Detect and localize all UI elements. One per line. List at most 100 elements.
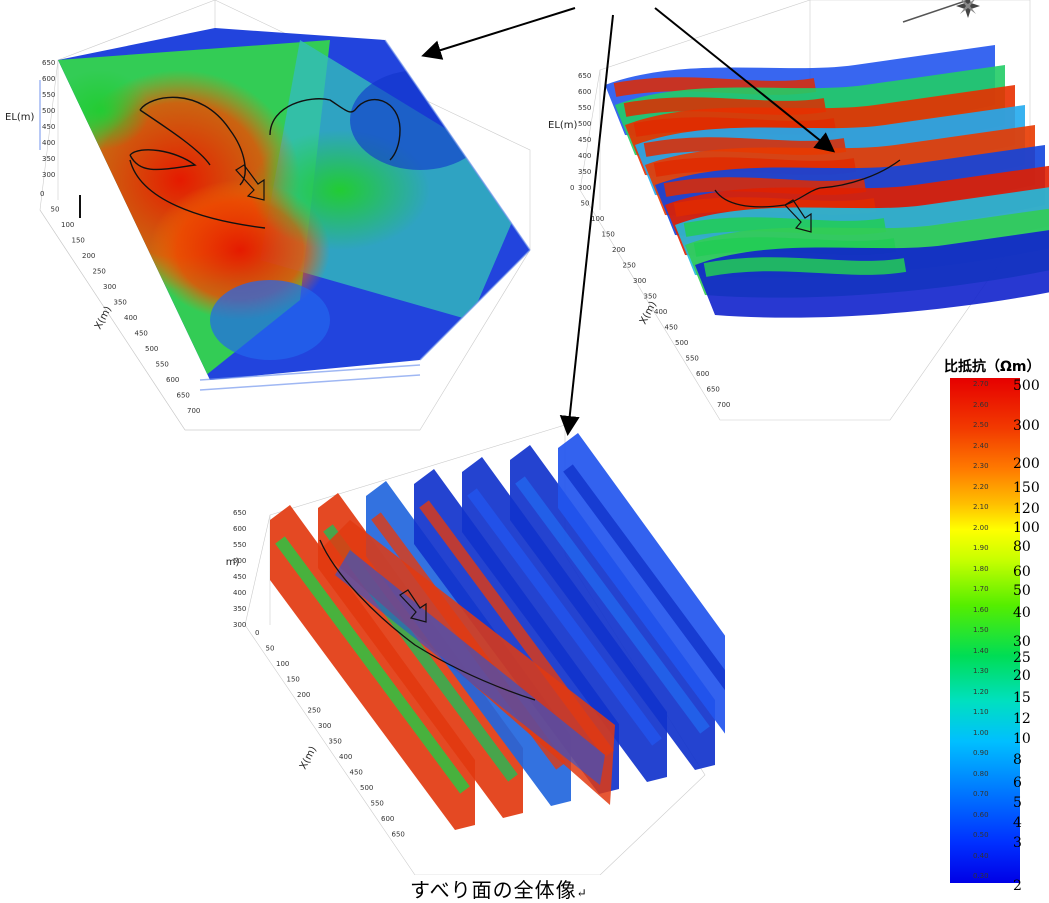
x-tick-label: 450 <box>135 330 148 338</box>
resistivity-band <box>613 77 817 97</box>
resistivity-band <box>683 217 887 237</box>
el-tick-label: 550 <box>42 91 55 99</box>
el-tick-label: 600 <box>42 75 55 83</box>
colorbar-value-label: 6 <box>1013 775 1022 791</box>
colorbar-value-label: 15 <box>1013 690 1031 706</box>
x-tick-label: 300 <box>103 283 116 291</box>
el-tick-label: 450 <box>42 123 55 131</box>
colorbar-value-label: 50 <box>1013 583 1031 599</box>
el-tick-label: 650 <box>233 509 246 517</box>
colorbar-value-label: 10 <box>1013 731 1031 747</box>
arrow-to-top-right <box>654 7 836 153</box>
x-tick-label: 250 <box>623 262 636 270</box>
caption-text: すべり面の全体像 <box>410 878 577 902</box>
colorbar-log-label: 1.60 <box>973 605 989 614</box>
x-tick-label: 650 <box>177 392 190 400</box>
x-tick-label: 250 <box>308 707 321 715</box>
x-tick-label: 200 <box>612 246 625 254</box>
el-axis-label: EL(m) <box>5 112 35 123</box>
el-tick-label: 500 <box>42 107 55 115</box>
x-tick-label: 550 <box>156 361 169 369</box>
colorbar-log-label: 1.90 <box>973 544 989 552</box>
colorbar-log-label: 0.80 <box>973 769 989 778</box>
movement-arrow-icon <box>235 164 265 201</box>
colorbar-value-label: 120 <box>1013 501 1040 517</box>
grid-box <box>39 0 531 431</box>
x-tick-label: 0 <box>255 629 259 637</box>
colorbar-log-label: 1.10 <box>973 708 989 716</box>
x-tick-label: 350 <box>644 293 657 301</box>
el-tick-label: 350 <box>233 605 246 613</box>
el-tick-label: 400 <box>233 589 246 597</box>
resistivity-band <box>467 488 662 746</box>
slip-surface-curve <box>714 159 901 208</box>
x-tick-label: 500 <box>360 784 373 792</box>
x-tick-label: 250 <box>93 268 106 276</box>
x-tick-label: 200 <box>297 691 310 699</box>
x-tick-label: 550 <box>371 800 384 808</box>
el-tick-label: 350 <box>578 168 591 176</box>
el-tick-label: 350 <box>42 155 55 163</box>
colorbar-value-label: 2 <box>1013 878 1022 894</box>
el-tick-labels: 650 600 550 500 450 400 350 300 <box>42 59 55 179</box>
colorbar-value-label: 100 <box>1013 520 1040 536</box>
x-tick-label: 150 <box>72 237 85 245</box>
x-tick-label: 450 <box>350 769 363 777</box>
resistivity-band <box>703 257 907 277</box>
el-tick-label: 650 <box>42 59 55 67</box>
el-tick-label: 550 <box>233 541 246 549</box>
x-tick-label: 650 <box>392 831 405 839</box>
slip-surface-curve <box>129 96 401 229</box>
colorbar-value-label: 25 <box>1013 650 1031 666</box>
colorbar-value-label: 40 <box>1013 605 1031 621</box>
el-tick-label: 450 <box>578 136 591 144</box>
return-arrow-icon: ↵ <box>576 886 588 900</box>
colorbar-value-label: 5 <box>1013 795 1022 811</box>
colorbar-log-label: 1.70 <box>973 585 989 593</box>
colorbar-log-label: 2.20 <box>973 482 989 491</box>
colorbar-value-label: 4 <box>1013 815 1022 831</box>
colorbar-log-label: 1.20 <box>973 687 989 696</box>
colorbar <box>950 378 1020 883</box>
colorbar-log-label: 0.40 <box>973 851 989 860</box>
resistivity-band <box>563 464 725 691</box>
x-tick-label: 300 <box>318 722 331 730</box>
el-tick-label: 600 <box>578 88 591 96</box>
colorbar-log-label: 0.50 <box>973 831 989 839</box>
x-tick-label: 700 <box>717 401 730 409</box>
x-tick-label: 500 <box>145 345 158 353</box>
colorbar-log-label: 1.30 <box>973 667 989 675</box>
x-tick-label: 100 <box>591 215 604 223</box>
x-tick-label: 350 <box>329 738 342 746</box>
colorbar-log-label: 0.70 <box>973 790 989 798</box>
el-tick-label: 400 <box>578 152 591 160</box>
el-tick-label: 500 <box>233 557 246 565</box>
resistivity-band <box>693 237 897 257</box>
x-tick-label: 150 <box>287 676 300 684</box>
x-tick-label: 0 <box>40 190 44 198</box>
colorbar-value-label: 80 <box>1013 539 1031 555</box>
el-tick-label: 450 <box>233 573 246 581</box>
colorbar-log-label: 0.30 <box>973 872 989 880</box>
x-tick-label: 500 <box>675 339 688 347</box>
el-tick-label: 300 <box>233 621 246 629</box>
colorbar-log-label: 2.40 <box>973 441 989 450</box>
x-tick-label: 400 <box>124 314 137 322</box>
colorbar-value-label: 30 <box>1013 634 1031 650</box>
colorbar-value-label: 500 <box>1013 378 1040 394</box>
x-tick-label: 650 <box>707 386 720 394</box>
el-tick-label: 400 <box>42 139 55 147</box>
x-tick-label: 100 <box>61 221 74 229</box>
colorbar-value-label: 60 <box>1013 564 1031 580</box>
el-axis-label: EL(m) <box>548 120 578 131</box>
el-tick-label: 300 <box>42 171 55 179</box>
colorbar-log-label: 1.00 <box>973 728 989 737</box>
x-tick-label: 0 <box>570 184 574 192</box>
colorbar-log-label: 0.90 <box>973 749 989 757</box>
el-tick-label: 550 <box>578 104 591 112</box>
resistivity-band <box>633 117 837 137</box>
